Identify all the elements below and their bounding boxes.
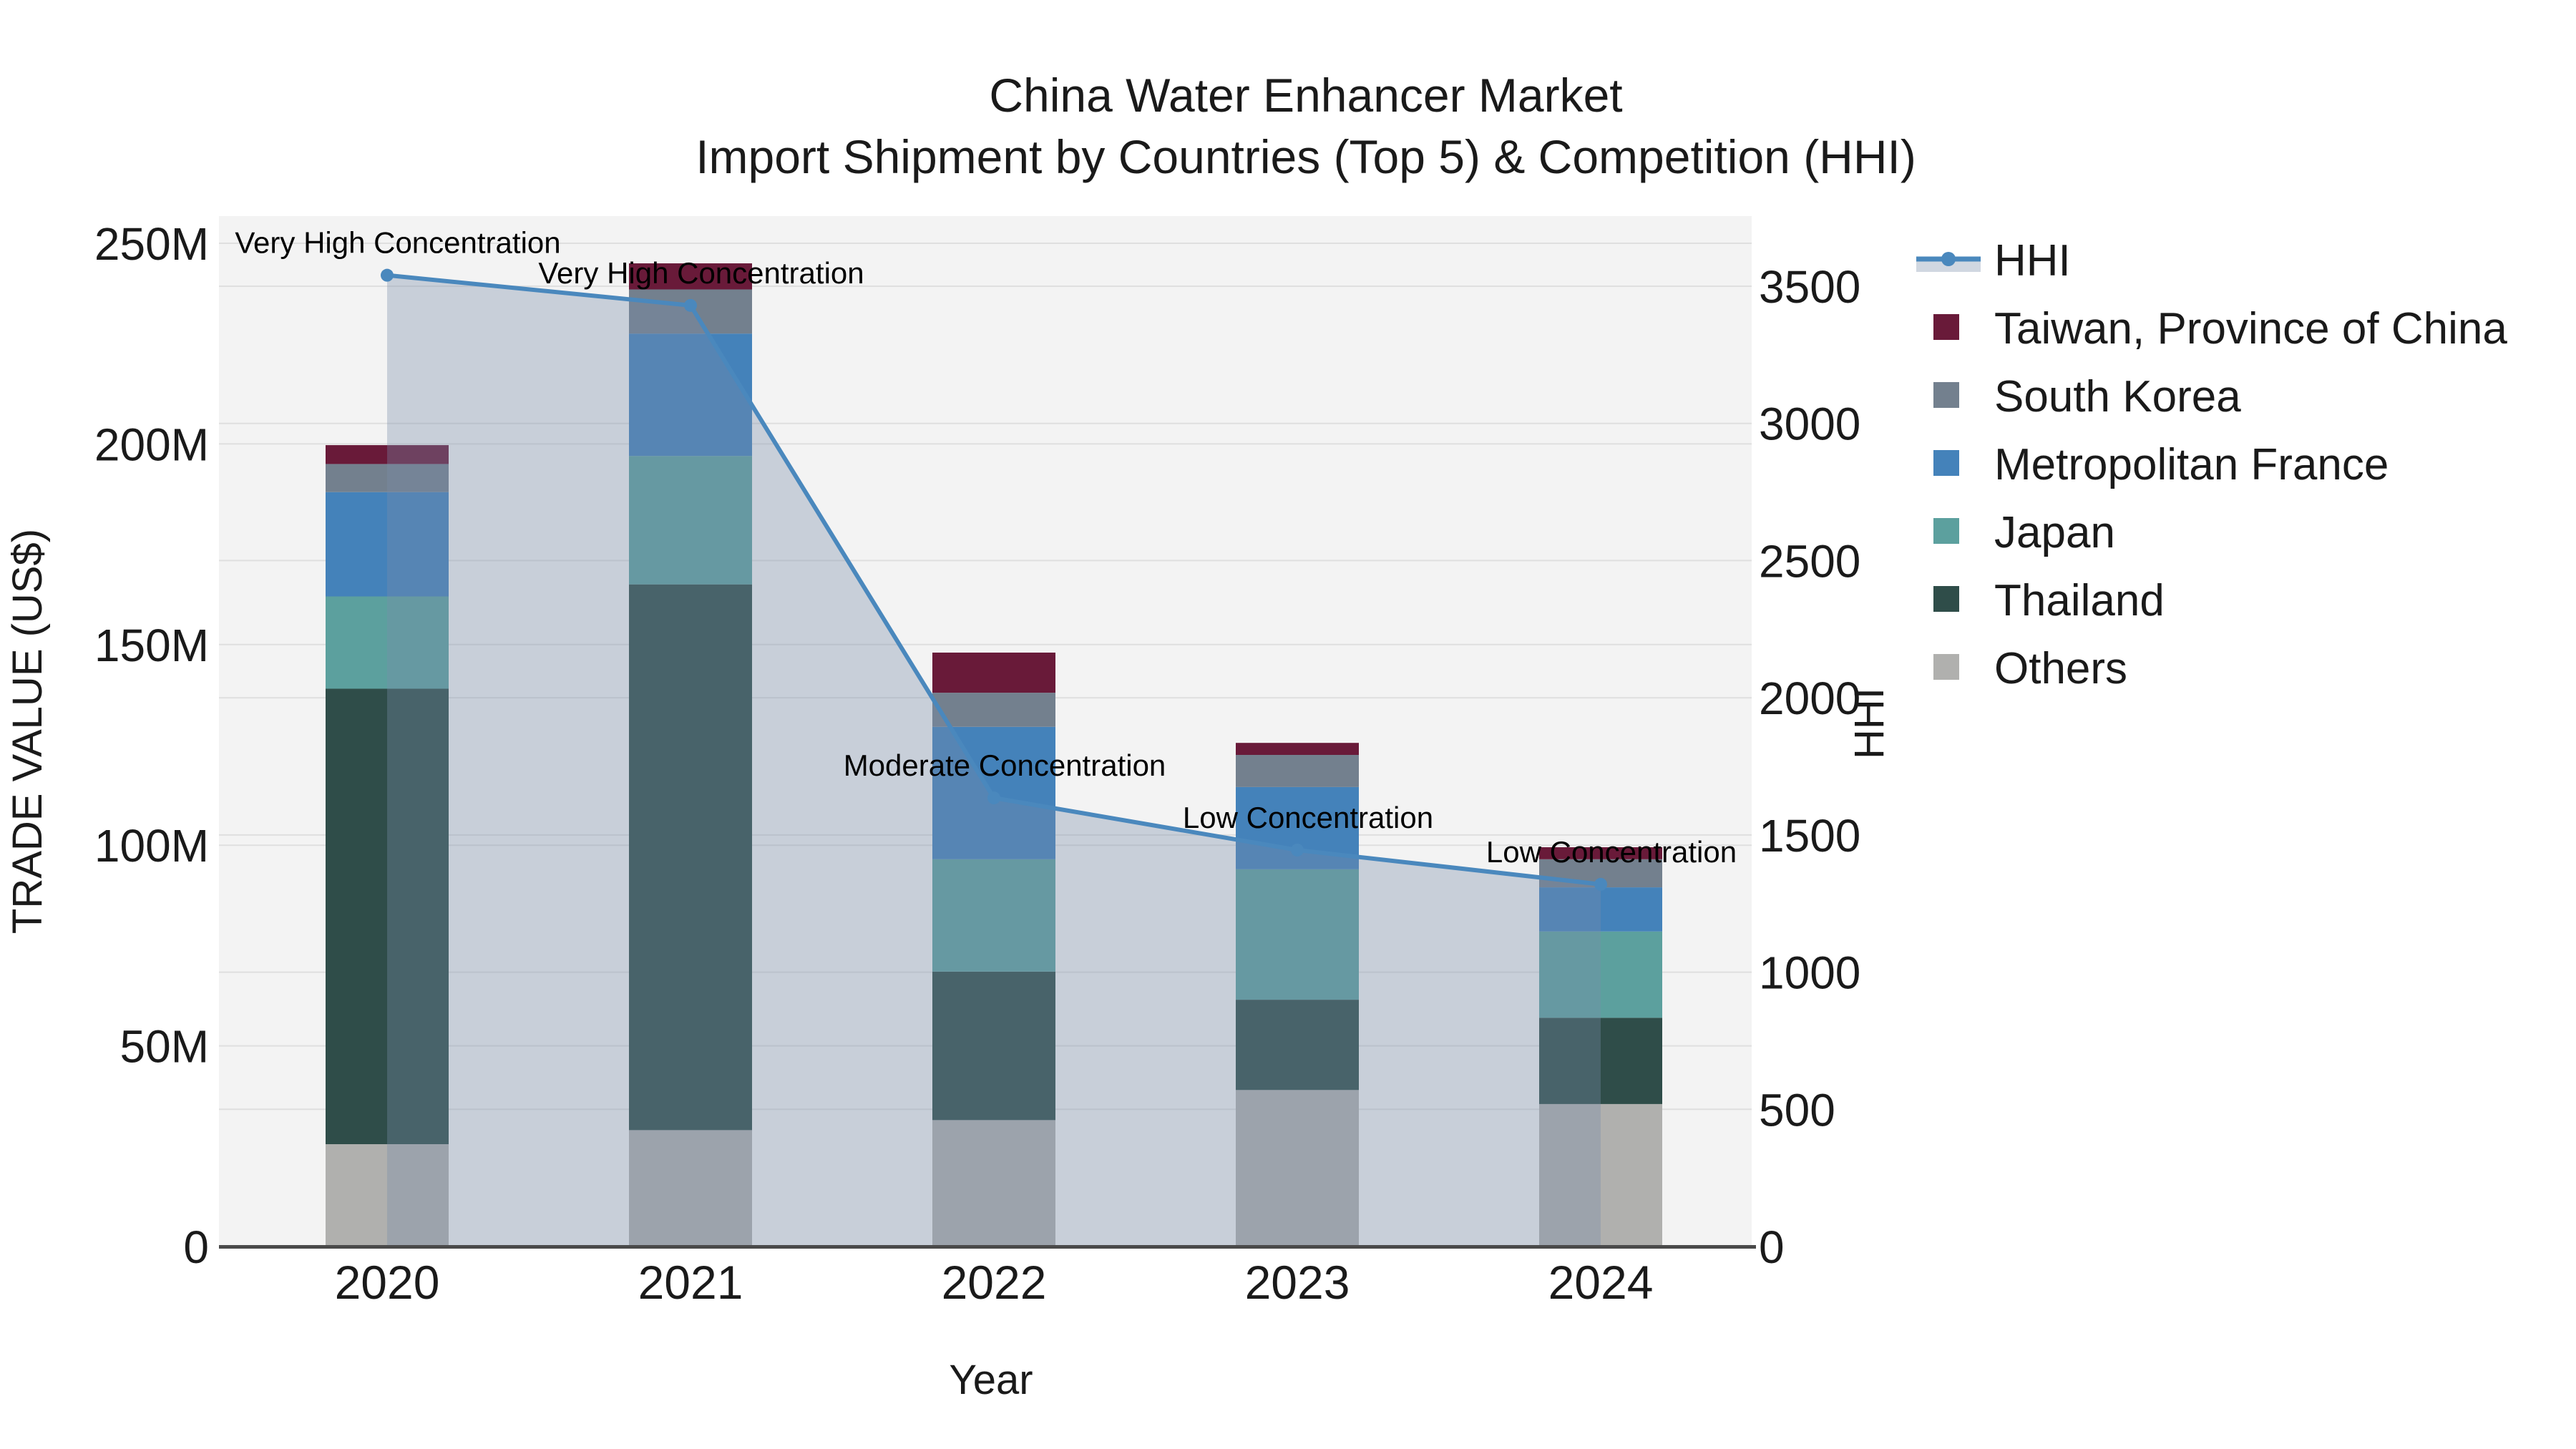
chart-title-line1: China Water Enhancer Market bbox=[989, 69, 1622, 122]
x-axis-title: Year bbox=[949, 1357, 1033, 1403]
hhi-marker-2020[interactable] bbox=[381, 268, 394, 282]
bar-segment-2020-south-korea[interactable] bbox=[326, 464, 449, 492]
left-tick-100M: 100M bbox=[94, 820, 209, 872]
bar-segment-2020-others[interactable] bbox=[326, 1143, 449, 1246]
bar-segment-2024-metropolitan-france[interactable] bbox=[1539, 887, 1662, 932]
left-tick-200M: 200M bbox=[94, 419, 209, 470]
bar-segment-2021-others[interactable] bbox=[629, 1130, 752, 1246]
legend-item-others[interactable]: Others bbox=[1933, 644, 2127, 693]
bar-segment-2021-metropolitan-france[interactable] bbox=[629, 333, 752, 457]
left-axis-tick-labels: 0 50M 100M 150M 200M 250M bbox=[94, 218, 209, 1273]
right-tick-0: 0 bbox=[1759, 1221, 1785, 1273]
right-tick-2000: 2000 bbox=[1759, 673, 1860, 724]
right-axis-tick-labels: 0 500 1000 1500 2000 2500 3000 3500 bbox=[1759, 261, 1860, 1273]
legend-label: Thailand bbox=[1994, 576, 2165, 625]
legend-swatch bbox=[1933, 450, 1959, 476]
hhi-area-polygon bbox=[387, 275, 1601, 1247]
bar-segment-2021-japan[interactable] bbox=[629, 456, 752, 585]
right-tick-3000: 3000 bbox=[1759, 399, 1860, 450]
legend-item-hhi[interactable]: HHI bbox=[1916, 236, 2071, 286]
right-tick-500: 500 bbox=[1759, 1084, 1835, 1136]
bar-segment-2022-japan[interactable] bbox=[932, 859, 1055, 972]
legend-item-taiwan-province-of-china[interactable]: Taiwan, Province of China bbox=[1933, 304, 2507, 353]
legend-swatch bbox=[1933, 314, 1959, 340]
left-tick-50M: 50M bbox=[120, 1021, 210, 1073]
bar-segment-2020-metropolitan-france[interactable] bbox=[326, 492, 449, 597]
y-axis-title-right: HHI bbox=[1846, 688, 1893, 759]
bar-segment-2020-taiwan-province-of-china[interactable] bbox=[326, 445, 449, 464]
bar-segment-2022-taiwan-province-of-china[interactable] bbox=[932, 653, 1055, 693]
bar-segment-2024-others[interactable] bbox=[1539, 1103, 1662, 1246]
legend-label: Japan bbox=[1994, 508, 2115, 557]
legend-item-south-korea[interactable]: South Korea bbox=[1933, 372, 2241, 421]
hhi-area-fill bbox=[387, 275, 1601, 1247]
right-tick-1000: 1000 bbox=[1759, 947, 1860, 999]
legend-item-metropolitan-france[interactable]: Metropolitan France bbox=[1933, 440, 2389, 489]
bar-segment-2023-thailand[interactable] bbox=[1236, 1000, 1359, 1091]
bar-segment-2021-thailand[interactable] bbox=[629, 584, 752, 1131]
hhi-line bbox=[381, 268, 1607, 891]
legend-label: South Korea bbox=[1994, 372, 2241, 421]
y-axis-title-left: TRADE VALUE (US$) bbox=[4, 529, 51, 934]
x-tick-2021: 2021 bbox=[638, 1256, 743, 1309]
legend-swatch bbox=[1933, 586, 1959, 612]
bar-segment-2022-south-korea[interactable] bbox=[932, 693, 1055, 727]
bar-segment-2023-south-korea[interactable] bbox=[1236, 755, 1359, 787]
x-tick-2020: 2020 bbox=[335, 1256, 440, 1309]
legend-swatch bbox=[1933, 518, 1959, 544]
legend: HHI Taiwan, Province of China South Korea M… bbox=[1916, 236, 2507, 693]
legend-swatch bbox=[1933, 382, 1959, 408]
legend-hhi-band-sample bbox=[1916, 261, 1981, 272]
bar-segment-2024-thailand[interactable] bbox=[1539, 1018, 1662, 1104]
legend-label: HHI bbox=[1994, 236, 2071, 286]
bar-segment-2020-thailand[interactable] bbox=[326, 688, 449, 1144]
bar-segment-2024-japan[interactable] bbox=[1539, 931, 1662, 1018]
hhi-marker-2024[interactable] bbox=[1594, 877, 1607, 891]
legend-label: Metropolitan France bbox=[1994, 440, 2389, 489]
annotation-2021: Very High Concentration bbox=[538, 256, 864, 290]
legend-swatch bbox=[1933, 654, 1959, 680]
right-tick-2500: 2500 bbox=[1759, 535, 1860, 587]
legend-hhi-marker-sample bbox=[1941, 252, 1956, 266]
bar-segment-2021-taiwan-province-of-china[interactable] bbox=[629, 263, 752, 290]
x-tick-2024: 2024 bbox=[1548, 1256, 1654, 1309]
right-tick-1500: 1500 bbox=[1759, 810, 1860, 862]
bar-segment-2023-others[interactable] bbox=[1236, 1090, 1359, 1246]
bar-segment-2024-taiwan-province-of-china[interactable] bbox=[1539, 847, 1662, 859]
x-tick-2022: 2022 bbox=[942, 1256, 1047, 1309]
x-tick-2023: 2023 bbox=[1245, 1256, 1350, 1309]
bar-segment-2023-taiwan-province-of-china[interactable] bbox=[1236, 743, 1359, 756]
x-axis-tick-labels: 2020 2021 2022 2023 2024 bbox=[335, 1256, 1654, 1309]
chart-title-line2: Import Shipment by Countries (Top 5) & C… bbox=[696, 130, 1916, 183]
hhi-marker-2023[interactable] bbox=[1291, 843, 1304, 857]
bar-segment-2020-japan[interactable] bbox=[326, 596, 449, 689]
legend-label: Taiwan, Province of China bbox=[1994, 304, 2507, 353]
annotation-2022: Moderate Concentration bbox=[844, 748, 1166, 782]
bar-segment-2022-thailand[interactable] bbox=[932, 971, 1055, 1121]
stacked-bars bbox=[326, 263, 1662, 1246]
left-tick-250M: 250M bbox=[94, 218, 209, 270]
left-tick-0: 0 bbox=[183, 1221, 209, 1273]
hhi-marker-2022[interactable] bbox=[987, 791, 1000, 805]
annotation-2024: Low Concentration bbox=[1486, 835, 1737, 869]
legend-label: Others bbox=[1994, 644, 2127, 693]
bar-segment-2022-others[interactable] bbox=[932, 1120, 1055, 1246]
legend-item-thailand[interactable]: Thailand bbox=[1933, 576, 2165, 625]
left-tick-150M: 150M bbox=[94, 620, 209, 671]
legend-item-japan[interactable]: Japan bbox=[1933, 508, 2115, 557]
annotation-2023: Low Concentration bbox=[1183, 801, 1433, 834]
right-tick-3500: 3500 bbox=[1759, 261, 1860, 313]
annotation-2020: Very High Concentration bbox=[235, 226, 560, 260]
hhi-marker-2021[interactable] bbox=[684, 298, 697, 312]
x-axis-line bbox=[219, 1245, 1756, 1249]
bar-segment-2023-japan[interactable] bbox=[1236, 869, 1359, 1000]
